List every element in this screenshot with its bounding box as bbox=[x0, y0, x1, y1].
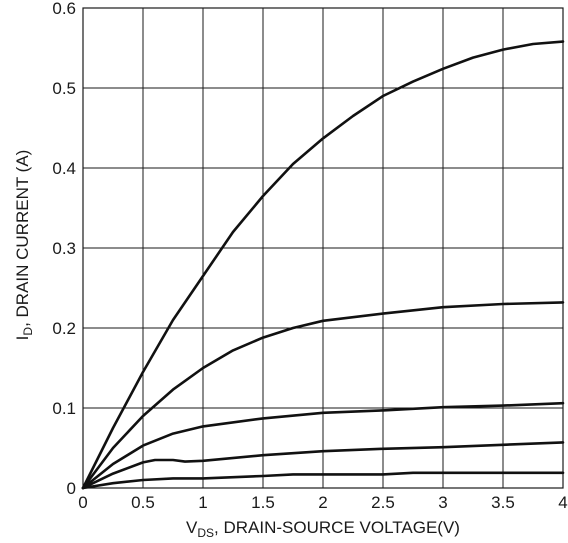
y-axis-label: ID, DRAIN CURRENT (A) bbox=[13, 150, 35, 341]
series-line-4 bbox=[81, 441, 565, 490]
x-tick-label: 4 bbox=[558, 493, 567, 512]
y-tick-label: 0.2 bbox=[52, 319, 76, 338]
y-tick-label: 0 bbox=[67, 479, 76, 498]
x-tick-label: 0.5 bbox=[131, 493, 155, 512]
x-axis-label: VDS, DRAIN-SOURCE VOLTAGE(V) bbox=[186, 518, 460, 540]
x-tick-label: 2.5 bbox=[371, 493, 395, 512]
x-tick-labels: 0 0.5 1 1.5 2 2.5 3 3.5 4 bbox=[78, 493, 567, 512]
curves bbox=[81, 40, 565, 490]
series-line-3 bbox=[81, 401, 565, 490]
series-line-5 bbox=[81, 471, 565, 490]
y-axis-label-main: I bbox=[13, 336, 32, 341]
x-axis-label-subscript: DS bbox=[197, 526, 214, 540]
y-tick-label: 0.4 bbox=[52, 159, 76, 178]
x-tick-label: 3.5 bbox=[491, 493, 515, 512]
x-axis-label-main: V bbox=[186, 518, 198, 537]
grid bbox=[82, 7, 564, 489]
series-line-2 bbox=[81, 301, 565, 490]
plot-frame bbox=[82, 7, 564, 489]
series-line-1 bbox=[81, 40, 565, 490]
y-tick-label: 0.3 bbox=[52, 239, 76, 258]
x-tick-label: 2 bbox=[318, 493, 327, 512]
y-tick-label: 0.6 bbox=[52, 0, 76, 18]
y-axis-label-subscript: D bbox=[21, 327, 35, 336]
y-tick-label: 0.5 bbox=[52, 79, 76, 98]
x-tick-label: 0 bbox=[78, 493, 87, 512]
x-tick-label: 3 bbox=[438, 493, 447, 512]
y-tick-label: 0.1 bbox=[52, 399, 76, 418]
x-tick-label: 1 bbox=[198, 493, 207, 512]
y-axis-label-rest: , DRAIN CURRENT (A) bbox=[13, 150, 32, 327]
x-axis-label-rest: , DRAIN-SOURCE VOLTAGE(V) bbox=[214, 518, 460, 537]
y-tick-labels: 0 0.1 0.2 0.3 0.4 0.5 0.6 bbox=[52, 0, 76, 498]
x-tick-label: 1.5 bbox=[251, 493, 275, 512]
